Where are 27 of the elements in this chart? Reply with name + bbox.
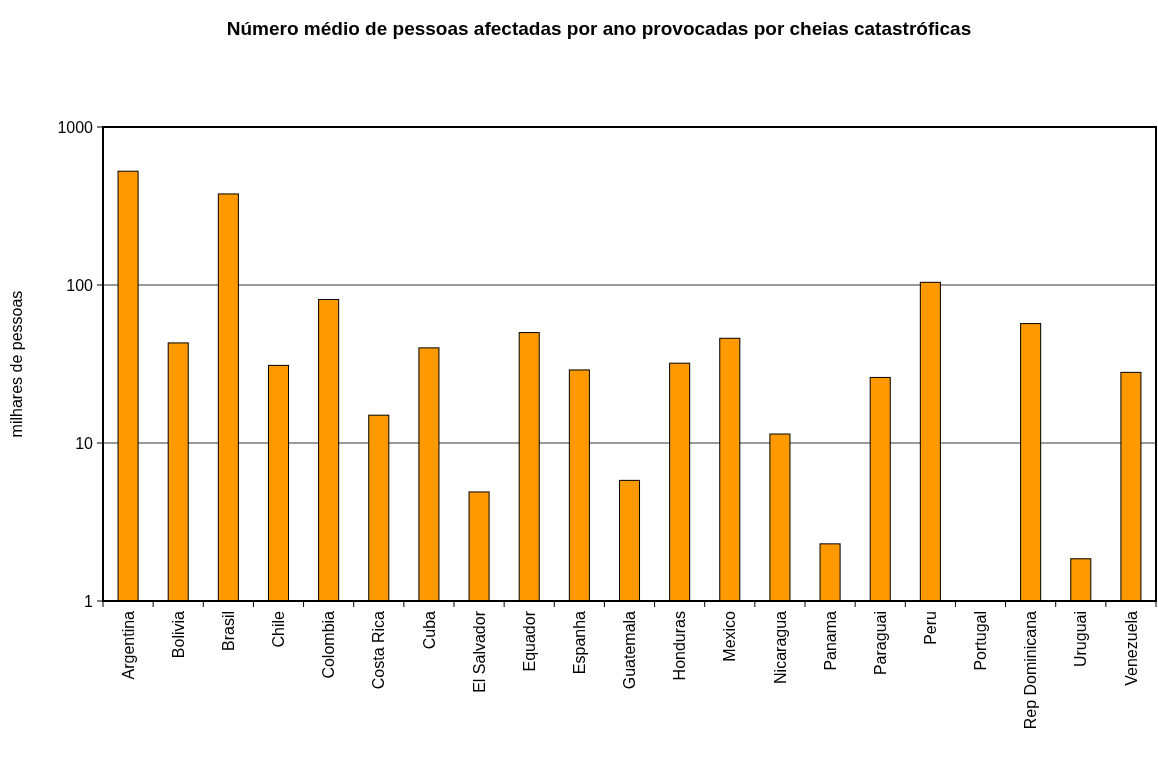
x-tick-label: Costa Rica [370, 610, 388, 690]
x-tick-label: Peru [921, 611, 939, 645]
x-tick-label: Equador [520, 610, 538, 672]
x-tick-label: Bolivia [169, 610, 187, 659]
x-tick-label: Nicaragua [771, 610, 789, 684]
x-tick-label: Venezuela [1122, 610, 1140, 686]
x-tick-label: Panama [821, 610, 839, 671]
y-tick-label: 1000 [57, 118, 94, 136]
x-tick-label: Argentina [119, 610, 137, 680]
x-tick-label: Espanha [570, 610, 588, 675]
y-tick-label: 10 [75, 434, 94, 452]
x-tick-label: Paraguai [871, 611, 889, 676]
x-tick-label: Portugal [972, 611, 990, 671]
x-tick-label: Cuba [420, 610, 438, 650]
x-tick-label: Colombia [320, 610, 338, 679]
chart-title: Número médio de pessoas afectadas por ano provocadas por cheias catastróficas [226, 18, 972, 39]
x-tick-label: El Salvador [470, 610, 488, 693]
x-tick-label: Rep Dominicana [1022, 610, 1040, 730]
x-tick-label: Brasil [219, 611, 237, 652]
y-tick-label: 100 [66, 276, 94, 294]
x-tick-label: Guatemala [621, 610, 639, 690]
x-tick-label: Mexico [721, 610, 739, 662]
x-tick-label: Chile [270, 610, 288, 648]
y-tick-label: 1 [84, 592, 94, 610]
y-axis-title: milhares de pessoas [8, 290, 25, 438]
x-tick-label: Uruguai [1072, 611, 1090, 668]
x-tick-label: Honduras [671, 611, 689, 681]
